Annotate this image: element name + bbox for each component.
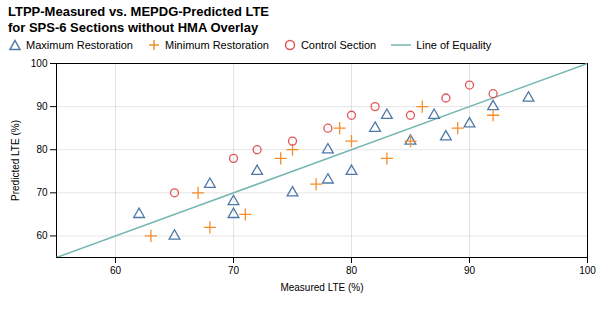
svg-text:60: 60 [110, 265, 122, 276]
html-text:Control Section: Control Section [300, 39, 377, 51]
svg-text:100: 100 [31, 58, 48, 69]
svg-text:90: 90 [36, 101, 48, 112]
svg-text:Measured LTE (%): Measured LTE (%) [280, 282, 363, 293]
html-text:LTPP-Measured vs. MEPDG-Predic: LTPP-Measured vs. MEPDG-Predicted LTE fo… [8, 4, 269, 35]
svg-text:100: 100 [579, 265, 596, 276]
svg-text:80: 80 [36, 144, 48, 155]
svg-text:90: 90 [464, 265, 476, 276]
svg-text:Predicted LTE (%): Predicted LTE (%) [10, 120, 21, 201]
html-text:Maximum Restoration: Maximum Restoration [26, 39, 133, 51]
svg-text:70: 70 [228, 265, 240, 276]
svg-text:80: 80 [346, 265, 358, 276]
svg-text:70: 70 [36, 187, 48, 198]
html-text:Minimum Restoration: Minimum Restoration [165, 39, 269, 51]
svg-text:60: 60 [36, 230, 48, 241]
html-text:Line of Equality: Line of Equality [416, 39, 492, 51]
